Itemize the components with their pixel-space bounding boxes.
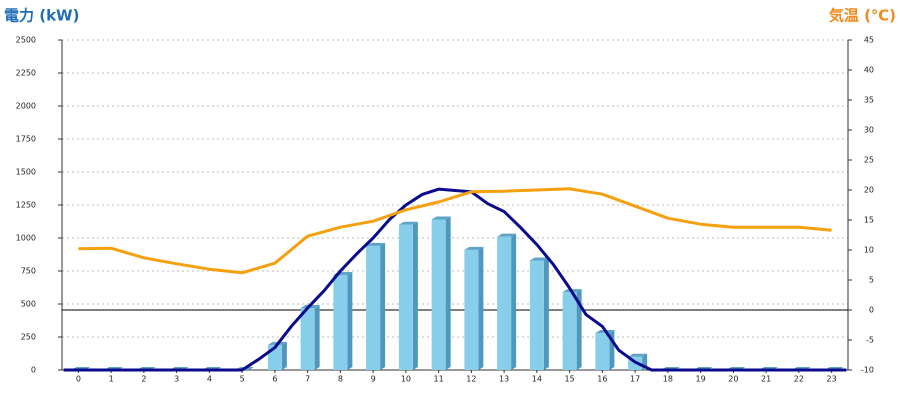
bar <box>398 224 413 370</box>
x-tick-label: 17 <box>630 375 640 384</box>
bar-top <box>464 246 484 250</box>
bar-top <box>497 233 517 237</box>
bar-side <box>511 233 517 370</box>
x-tick-label: 3 <box>174 375 179 384</box>
x-tick-label: 13 <box>499 375 509 384</box>
y2-tick-label: 35 <box>864 96 874 105</box>
y-tick-label: 500 <box>21 300 36 309</box>
bar <box>333 274 348 370</box>
bar <box>464 249 479 370</box>
bar <box>300 307 315 370</box>
y2-tick-label: 10 <box>864 246 874 255</box>
bar <box>595 333 610 370</box>
y2-tick-label: 15 <box>864 216 874 225</box>
x-tick-label: 0 <box>76 375 81 384</box>
y2-tick-label: -5 <box>866 336 874 345</box>
x-tick-label: 11 <box>434 375 444 384</box>
line <box>78 187 832 275</box>
bar-side <box>543 257 549 370</box>
x-tick-label: 20 <box>728 375 738 384</box>
bar-top <box>398 221 418 225</box>
y-tick-label: 0 <box>31 366 36 375</box>
y-tick-label: 750 <box>21 267 36 276</box>
y-tick-label: 1750 <box>16 135 36 144</box>
bar-side <box>412 221 418 370</box>
x-tick-label: 16 <box>597 375 607 384</box>
x-tick-label: 1 <box>109 375 114 384</box>
y-tick-label: 1500 <box>16 168 36 177</box>
y2-tick-label: -10 <box>861 366 874 375</box>
y-tick-label: 250 <box>21 333 36 342</box>
bar-top <box>366 242 386 246</box>
bar-side <box>347 271 353 370</box>
x-tick-label: 18 <box>663 375 673 384</box>
x-tick-label: 14 <box>532 375 542 384</box>
x-tick-label: 23 <box>827 375 837 384</box>
bar-top <box>628 353 648 357</box>
y-tick-label: 1250 <box>16 201 36 210</box>
bar-top <box>431 216 451 220</box>
bar-top <box>529 257 549 261</box>
bar-side <box>380 242 386 370</box>
bar <box>366 245 381 370</box>
x-tick-label: 5 <box>240 375 245 384</box>
x-tick-label: 15 <box>565 375 575 384</box>
x-tick-label: 4 <box>207 375 212 384</box>
y2-tick-label: 25 <box>864 156 874 165</box>
y2-tick-label: 45 <box>864 36 874 45</box>
bar-side <box>445 216 451 370</box>
x-tick-label: 2 <box>141 375 146 384</box>
bar-side <box>478 246 484 370</box>
y-tick-label: 2000 <box>16 102 36 111</box>
bar <box>497 236 512 370</box>
bar-side <box>314 304 320 370</box>
bar <box>562 292 577 370</box>
bar-side <box>576 289 582 370</box>
x-tick-label: 7 <box>305 375 310 384</box>
x-tick-label: 9 <box>371 375 376 384</box>
x-tick-label: 8 <box>338 375 343 384</box>
bar <box>431 219 446 370</box>
y2-tick-label: 5 <box>869 276 874 285</box>
y2-tick-label: 30 <box>864 126 874 135</box>
y-axis-title: 電力 (kW) <box>4 7 79 25</box>
y2-tick-label: 40 <box>864 66 874 75</box>
x-tick-label: 10 <box>401 375 411 384</box>
y2-axis-title: 気温 (℃) <box>829 7 896 25</box>
y-tick-label: 2250 <box>16 69 36 78</box>
x-tick-label: 22 <box>794 375 804 384</box>
x-tick-label: 19 <box>696 375 706 384</box>
y2-tick-label: 20 <box>864 186 874 195</box>
y2-tick-label: 0 <box>869 306 874 315</box>
line <box>63 187 847 372</box>
x-tick-label: 21 <box>761 375 771 384</box>
x-tick-label: 6 <box>272 375 277 384</box>
bar-side <box>281 341 287 370</box>
bar <box>529 260 544 370</box>
y-tick-label: 2500 <box>16 36 36 45</box>
x-tick-label: 12 <box>466 375 476 384</box>
y-tick-label: 1000 <box>16 234 36 243</box>
